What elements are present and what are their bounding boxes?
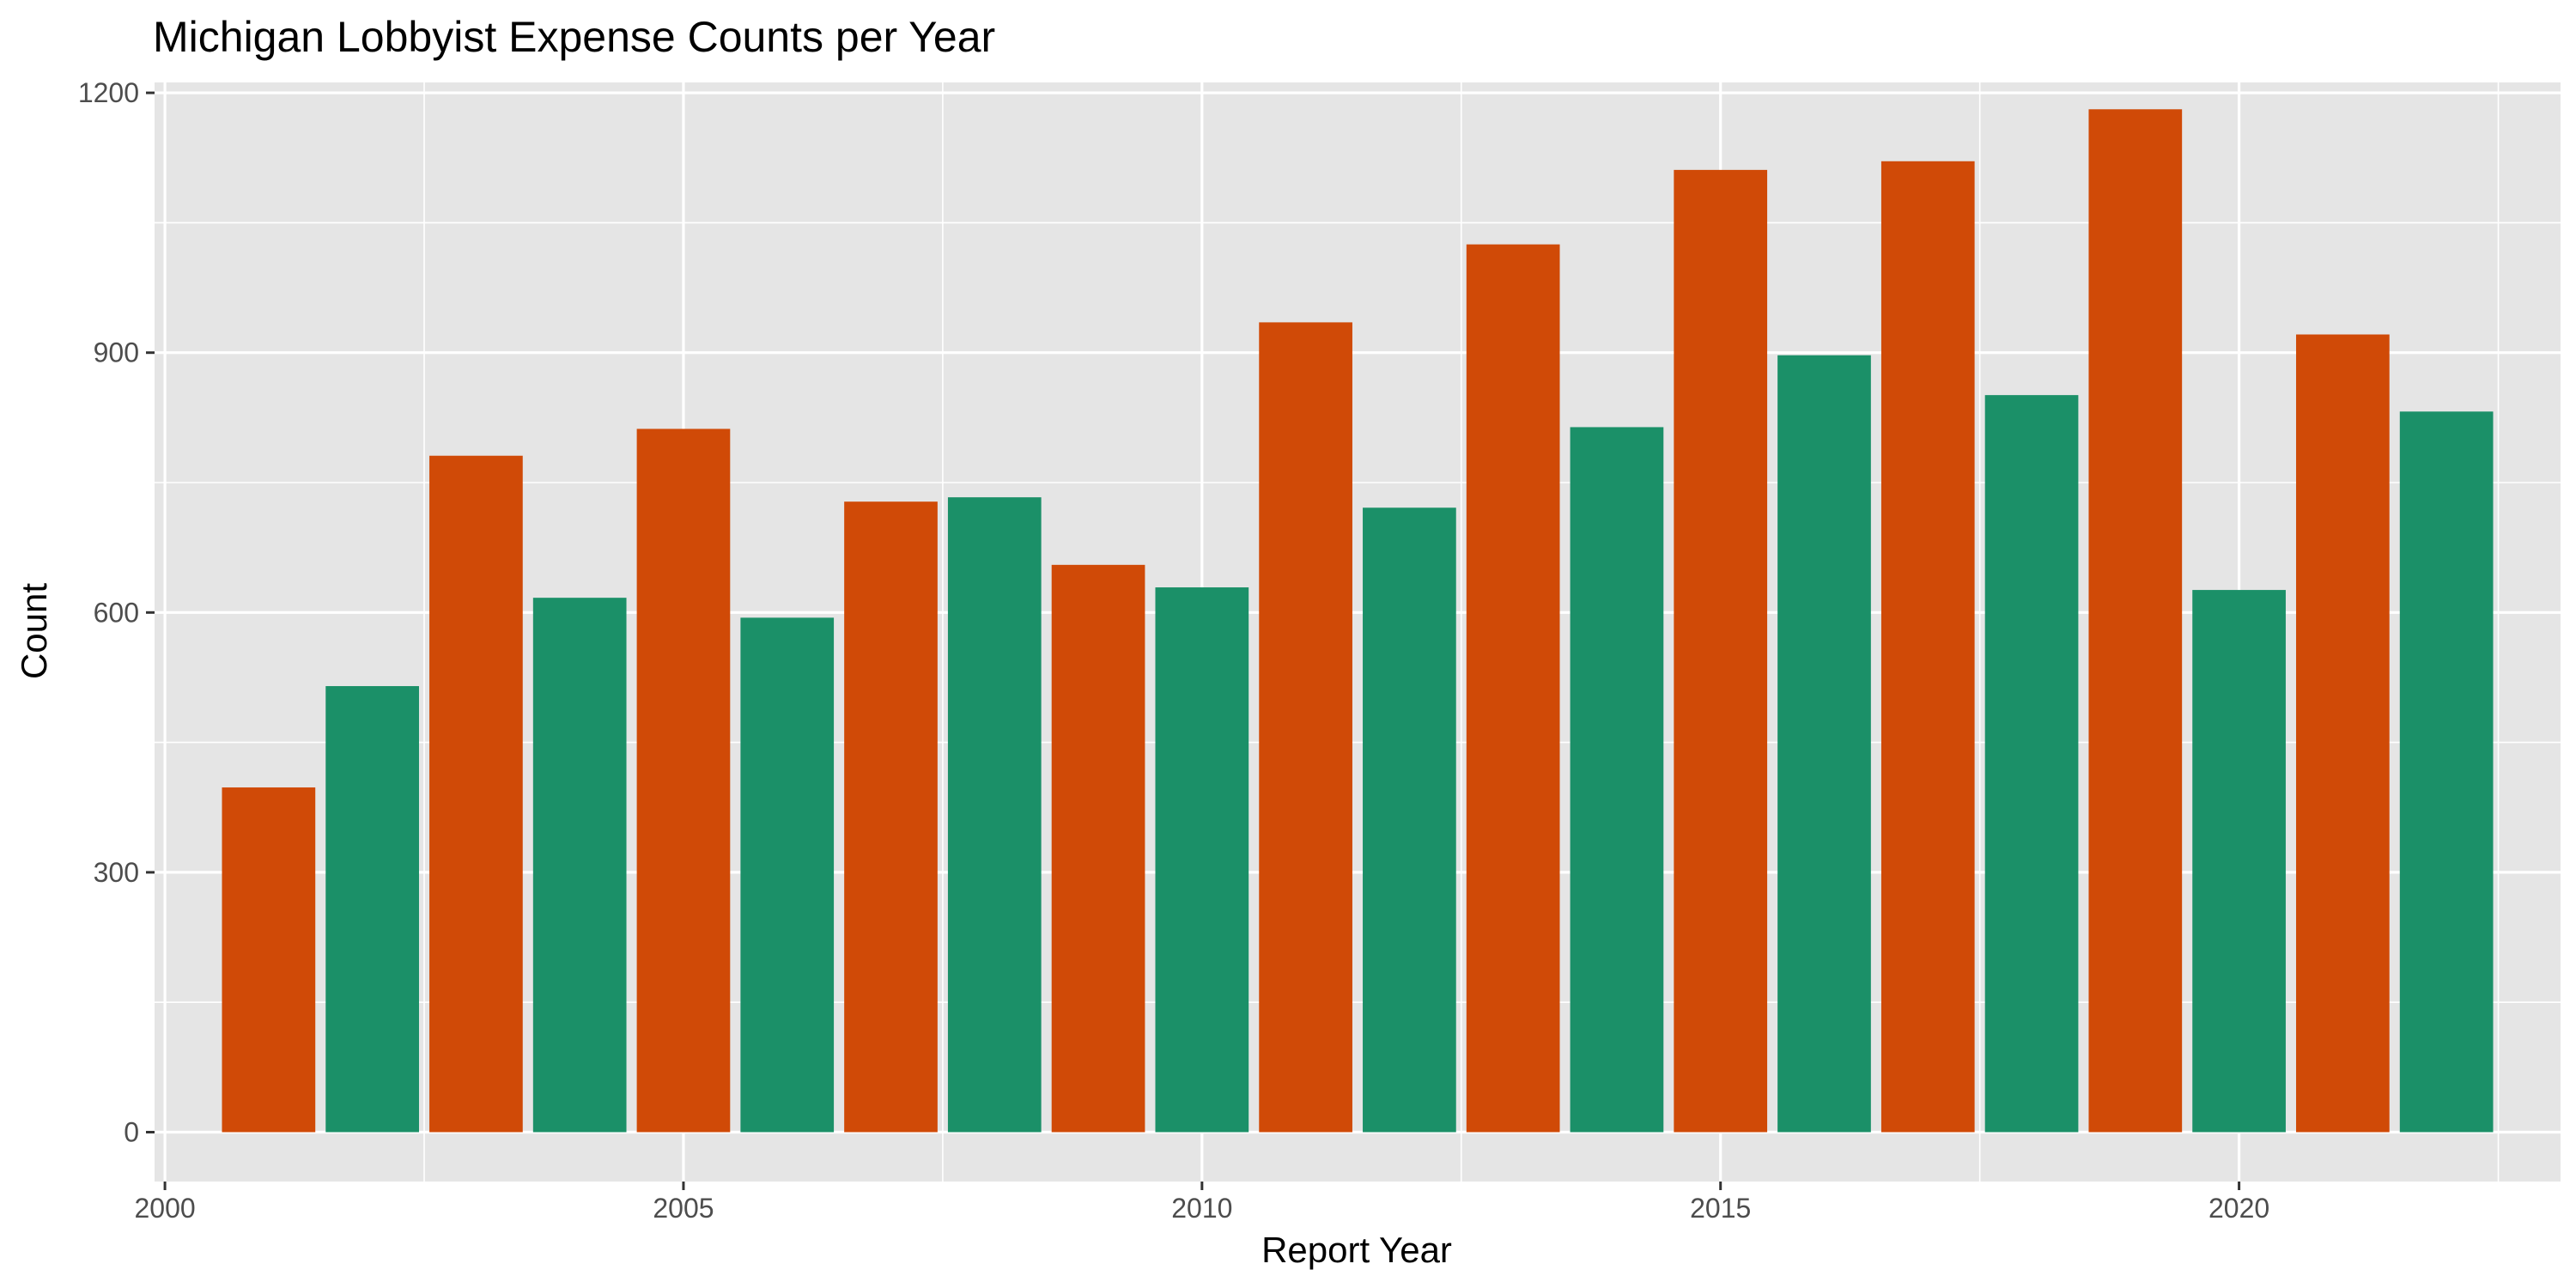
- x-tick-label: 2020: [2208, 1193, 2269, 1224]
- bar-2014: [1570, 427, 1664, 1133]
- x-axis: 2000 2005 2010 2015 2020: [134, 1182, 2269, 1224]
- bars: [222, 109, 2494, 1133]
- chart-title: Michigan Lobbyist Expense Counts per Yea…: [153, 13, 995, 61]
- bar-2011: [1259, 322, 1352, 1133]
- y-tick-label: 300: [94, 857, 139, 888]
- bar-2022: [2399, 411, 2494, 1133]
- bar-2007: [844, 501, 938, 1133]
- y-tick-label: 0: [124, 1117, 139, 1148]
- bar-2018: [1984, 395, 2079, 1133]
- y-axis-label: Count: [14, 583, 54, 679]
- bar-2010: [1155, 587, 1249, 1133]
- bar-2016: [1777, 355, 1871, 1133]
- x-tick-label: 2000: [134, 1193, 195, 1224]
- bar-2003: [429, 455, 523, 1133]
- bar-2002: [325, 686, 419, 1133]
- bar-2015: [1674, 169, 1768, 1133]
- y-tick-label: 900: [94, 337, 139, 368]
- bar-2008: [947, 497, 1042, 1133]
- bar-2001: [222, 787, 316, 1133]
- bar-2006: [740, 617, 835, 1133]
- bar-2005: [636, 428, 731, 1133]
- x-axis-label: Report Year: [1261, 1230, 1452, 1270]
- bar-2017: [1880, 161, 1975, 1133]
- x-tick-label: 2005: [653, 1193, 714, 1224]
- bar-2009: [1051, 564, 1145, 1133]
- x-tick-label: 2015: [1690, 1193, 1751, 1224]
- bar-2020: [2192, 590, 2286, 1133]
- bar-2019: [2088, 109, 2183, 1133]
- bar-2012: [1363, 507, 1456, 1133]
- x-tick-label: 2010: [1171, 1193, 1232, 1224]
- bar-2021: [2296, 334, 2390, 1133]
- y-axis: 0 300 600 900 1200: [78, 77, 155, 1148]
- bar-2013: [1466, 244, 1560, 1133]
- y-tick-label: 600: [94, 597, 139, 628]
- y-tick-label: 1200: [78, 77, 139, 108]
- bar-2004: [532, 598, 627, 1133]
